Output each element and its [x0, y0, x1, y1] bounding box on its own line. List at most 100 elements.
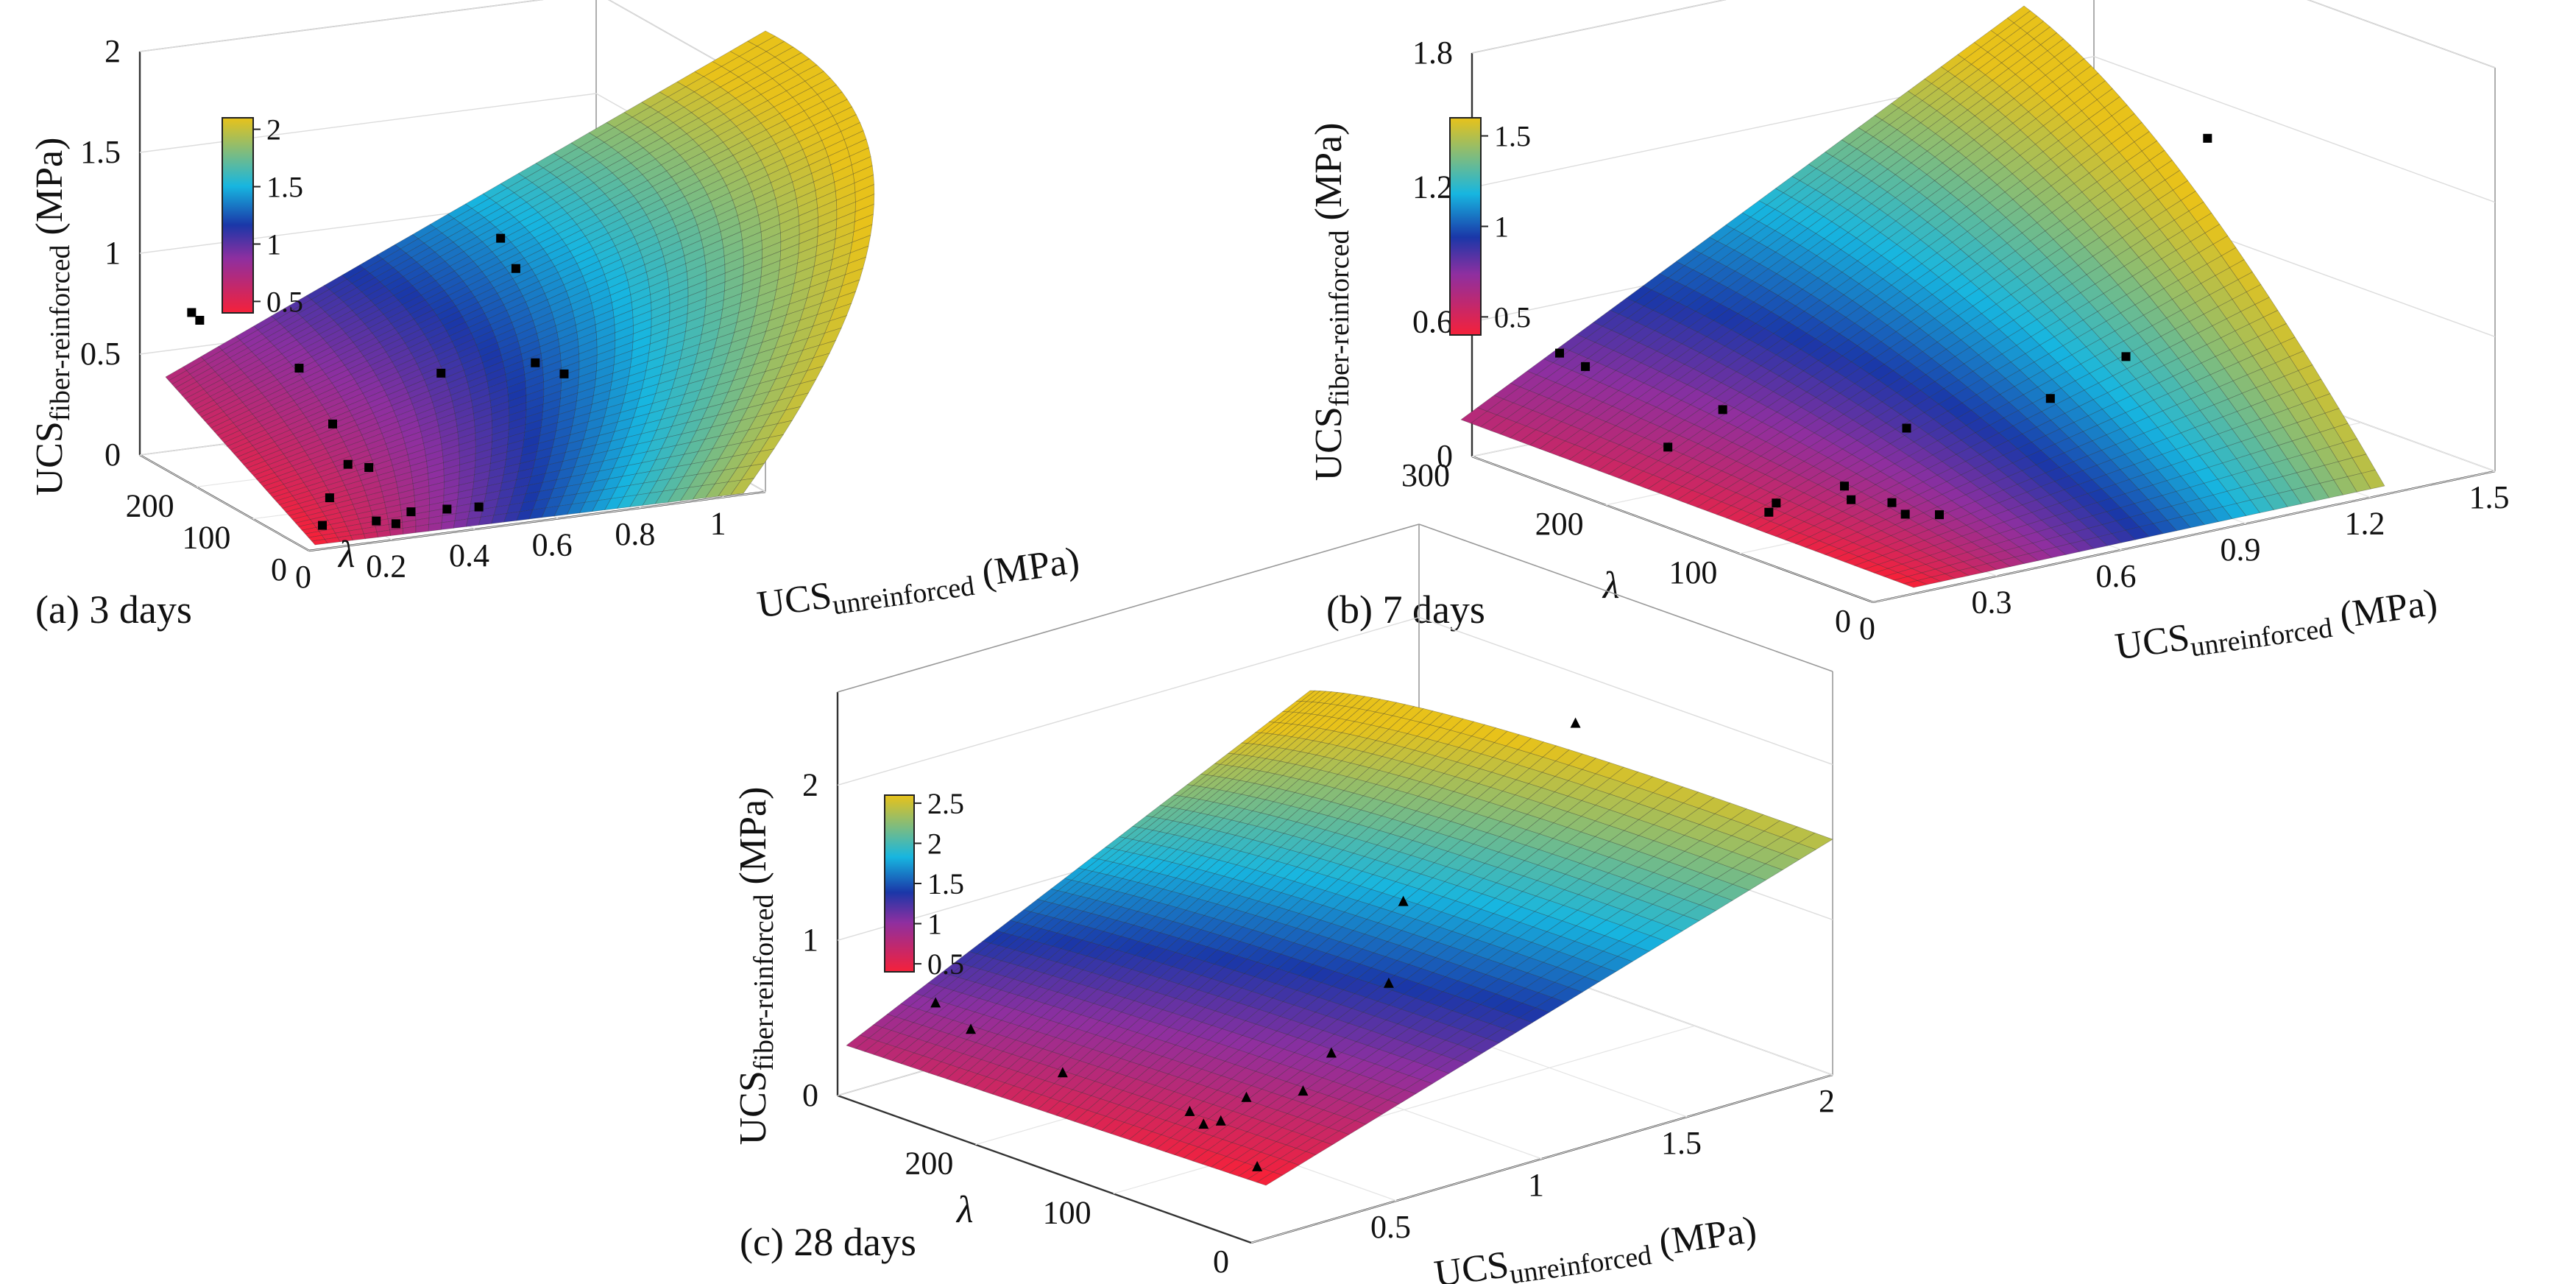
y-axis-label: λ — [337, 534, 355, 576]
z-axis-label: UCSfiber-reinforced (MPa) — [732, 787, 779, 1146]
panels-group: 00.511.520 0.2 0.4 0.6 0.8 101002000.511.52UC… — [29, 0, 2510, 1284]
data-point — [187, 308, 197, 317]
z-gridline — [139, 0, 543, 52]
data-point — [2121, 352, 2131, 361]
y-tick-label: 0 — [271, 551, 287, 588]
data-point — [1764, 507, 1774, 517]
data-point — [195, 316, 205, 325]
colorbar-tick-label: 2 — [927, 827, 942, 860]
z-tick-label: 1.8 — [1412, 35, 1453, 71]
data-point — [1772, 498, 1781, 508]
colorbar-tick-label: 1.5 — [1494, 120, 1531, 153]
y-tick-label: 100 — [182, 520, 230, 556]
y-tick-label: 200 — [126, 487, 174, 523]
colorbar: 0.511.5 — [1449, 117, 1531, 336]
panel-caption: (a) 3 days — [35, 588, 192, 632]
data-point — [2203, 133, 2212, 143]
y-tick-label: 100 — [1669, 554, 1717, 590]
z-tick-label: 2 — [105, 33, 121, 69]
x-tick-label: 0.3 — [1972, 584, 2012, 620]
x-tick-label: 0.6 — [2096, 558, 2137, 594]
x-tick-label: 0.5 — [1370, 1209, 1411, 1245]
data-point — [318, 521, 328, 530]
z-tick-label: 1 — [802, 922, 818, 958]
fitted-surface — [846, 690, 1833, 1186]
x-tick-label: 1.2 — [2345, 506, 2385, 542]
x-tick-label: 0 — [295, 559, 311, 595]
data-point — [1581, 361, 1590, 371]
data-point — [511, 264, 520, 273]
z-tick-label: 0.5 — [80, 336, 121, 372]
x-tick-label: 0.8 — [615, 516, 655, 552]
chart-panel-2: 00.61.21.800.30.60.91.21.501002003000.51… — [1308, 0, 2510, 674]
y-axis-label: λ — [955, 1189, 974, 1231]
x-axis-label: UCSunreinforced (MPa) — [1432, 1209, 1760, 1284]
data-point — [1555, 348, 1564, 358]
fitted-surface — [165, 30, 875, 546]
data-points — [187, 233, 569, 530]
y-tick-label: 0 — [1213, 1244, 1229, 1280]
z-gridline — [2093, 56, 2496, 203]
data-point — [294, 364, 304, 373]
z-tick-label: 1.2 — [1412, 169, 1453, 205]
z-tick-label: 2 — [802, 766, 818, 802]
colorbar-gradient — [222, 117, 254, 314]
data-point — [1900, 509, 1910, 519]
x-tick-label: 0 — [1859, 610, 1875, 646]
data-point — [496, 233, 506, 243]
colorbar-tick-label: 0.5 — [927, 948, 964, 981]
data-point — [442, 504, 452, 514]
data-point — [328, 419, 337, 428]
x-axis-label: UCSunreinforced (MPa) — [2112, 582, 2441, 674]
data-point — [2045, 394, 2055, 403]
x-tick-label: 1 — [710, 505, 726, 541]
y-tick-label: 100 — [1043, 1194, 1091, 1230]
data-point — [372, 516, 381, 526]
y-tick-label: 0 — [1835, 603, 1851, 639]
z-axis-label: UCSfiber-reinforced (MPa) — [29, 138, 76, 496]
data-point — [1840, 482, 1849, 491]
data-point — [1887, 498, 1897, 507]
data-point — [1902, 423, 1911, 433]
colorbar-tick-label: 2.5 — [927, 787, 964, 820]
colorbar-tick-label: 1.5 — [266, 171, 303, 204]
z-tick-label: 0 — [1437, 438, 1453, 474]
chart-panel-3: 0120.511.5201002000.511.522.5UCSfiber-re… — [732, 523, 1835, 1284]
colorbar-tick-label: 1 — [927, 908, 942, 941]
x-tick-label: 0.4 — [449, 537, 489, 574]
colorbar-gradient — [884, 794, 915, 973]
data-point — [406, 507, 416, 517]
z-axis-label: UCSfiber-reinforced (MPa) — [1308, 123, 1355, 482]
data-point — [559, 369, 569, 378]
y-tick-label: 300 — [1401, 457, 1450, 493]
data-point — [364, 462, 374, 472]
data-point — [1570, 717, 1581, 728]
colorbar-tick-label: 0.5 — [1494, 300, 1531, 334]
data-point — [1935, 510, 1944, 520]
colorbar-tick-label: 0.5 — [266, 285, 303, 318]
fitted-surface — [1460, 5, 2385, 588]
y-gridline — [1872, 470, 2496, 603]
data-point — [343, 459, 353, 469]
y-tick-label: 200 — [905, 1146, 953, 1182]
panel-caption: (b) 7 days — [1326, 588, 1485, 632]
top-edge — [2307, 0, 2496, 68]
z-tick-label: 1.5 — [80, 134, 121, 170]
z-tick-label: 0 — [802, 1077, 818, 1113]
surface-cell — [730, 478, 755, 495]
x-tick-label: 1 — [1528, 1167, 1544, 1203]
data-point — [474, 502, 484, 512]
z-gridline — [139, 93, 597, 153]
data-point — [325, 493, 334, 503]
colorbar: 0.511.52 — [222, 113, 303, 318]
data-point — [1663, 442, 1673, 452]
z-tick-label: 1 — [105, 235, 121, 271]
data-point — [391, 519, 400, 529]
data-point — [1847, 495, 1856, 504]
x-tick-label: 1.5 — [2469, 479, 2510, 515]
z-tick-label: 0.6 — [1412, 303, 1453, 339]
z-gridline — [2307, 0, 2496, 68]
data-point — [436, 368, 446, 378]
colorbar-gradient — [1449, 117, 1482, 336]
